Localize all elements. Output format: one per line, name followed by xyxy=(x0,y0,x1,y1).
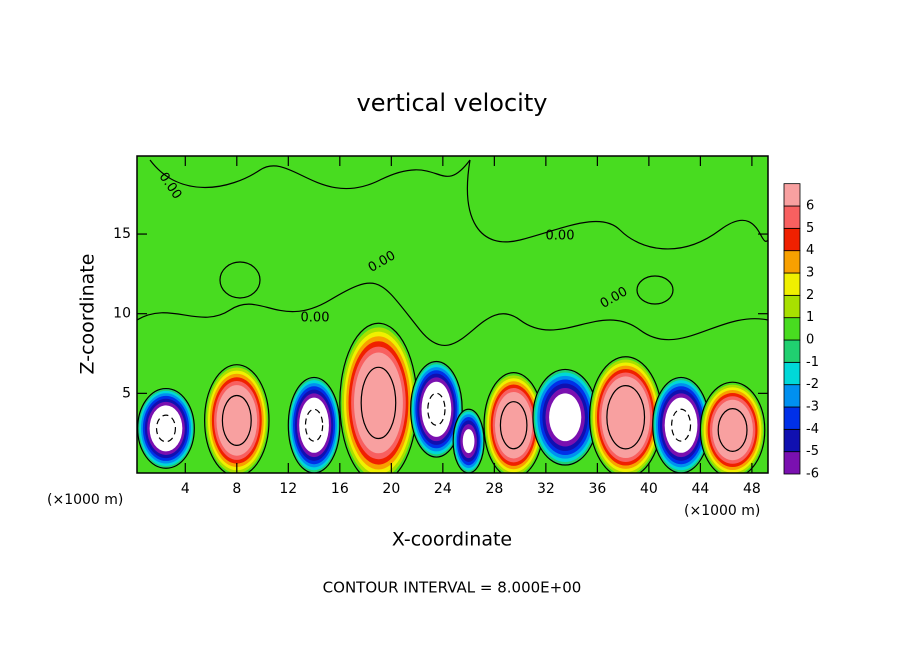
colorbar-swatch xyxy=(783,250,801,274)
colorbar-label: -4 xyxy=(806,422,819,437)
colorbar-swatch xyxy=(783,183,801,207)
x-tick-label: 24 xyxy=(434,481,452,497)
contour-line xyxy=(499,401,528,450)
colorbar-label: -1 xyxy=(806,355,819,370)
cell-level xyxy=(664,397,698,453)
cell-level xyxy=(601,376,651,459)
x-tick-label: 44 xyxy=(691,481,709,497)
contour-label: 0.00 xyxy=(546,229,575,244)
cell-level xyxy=(549,393,582,442)
x-tick-label: 8 xyxy=(232,481,241,497)
colorbar-swatch xyxy=(783,317,801,341)
contour-line xyxy=(427,392,446,426)
colorbar-swatch xyxy=(783,272,801,296)
contour-line xyxy=(466,159,768,250)
y-axis-label: Z-coordinate xyxy=(77,254,99,375)
colorbar-label: 5 xyxy=(806,221,814,236)
colorbar-label: 4 xyxy=(806,243,814,258)
cell-level xyxy=(299,397,329,453)
colorbar-swatch xyxy=(783,451,801,475)
contour-line xyxy=(636,275,674,305)
zero-contours xyxy=(137,159,768,346)
colorbar-swatch xyxy=(783,428,801,453)
colorbar-swatch xyxy=(783,406,801,430)
x-tick-label: 32 xyxy=(537,481,555,497)
x-tick-label: 36 xyxy=(588,481,606,497)
contour-line xyxy=(671,408,692,442)
plot-frame xyxy=(136,155,769,474)
colorbar-label: -5 xyxy=(806,444,819,459)
contour-line xyxy=(304,408,324,442)
colorbar-label: -6 xyxy=(806,467,819,482)
colorbar-swatch xyxy=(783,361,801,386)
colorbar-swatch xyxy=(783,339,801,363)
cell-level xyxy=(421,381,452,437)
x-tick-label: 20 xyxy=(382,481,400,497)
colorbar-swatch xyxy=(783,227,801,252)
contour-line xyxy=(221,394,252,446)
contour-line xyxy=(717,408,748,452)
x-unit-label: (×1000 m) xyxy=(47,492,123,508)
field xyxy=(137,156,768,473)
x-tick-label: 28 xyxy=(485,481,503,497)
contour-line xyxy=(155,414,177,443)
x-tick-label: 12 xyxy=(279,481,297,497)
colorbar-swatch xyxy=(783,205,801,229)
y-tick-label: 10 xyxy=(113,306,131,322)
colorbar-label: -2 xyxy=(806,377,819,392)
contour-line xyxy=(360,366,397,440)
contour-interval: CONTOUR INTERVAL = 8.000E+00 xyxy=(323,579,582,597)
colorbar-label: 3 xyxy=(806,266,814,281)
x-tick-label: 4 xyxy=(181,481,190,497)
y-tick-label: 5 xyxy=(122,385,131,401)
y-tick-label: 15 xyxy=(113,226,131,242)
chart-title: vertical velocity xyxy=(357,89,548,117)
x-unit-label: (×1000 m) xyxy=(684,503,760,519)
contour-line xyxy=(606,385,646,450)
contour-label: 0.00 xyxy=(301,311,330,326)
contour-line xyxy=(219,261,261,299)
contour-line xyxy=(137,282,768,346)
colorbar-label: 2 xyxy=(806,288,814,303)
contour-line xyxy=(149,159,471,190)
colorbar-swatch xyxy=(783,384,801,408)
cell-level xyxy=(149,405,183,452)
x-tick-label: 16 xyxy=(331,481,349,497)
x-tick-label: 40 xyxy=(640,481,658,497)
colorbar-label: -3 xyxy=(806,400,819,415)
colorbar-swatch xyxy=(783,294,801,319)
colorbar-label: 1 xyxy=(806,310,814,325)
cell-level xyxy=(462,429,475,454)
x-tick-label: 48 xyxy=(743,481,761,497)
colorbar-label: 6 xyxy=(806,199,814,214)
x-axis-label: X-coordinate xyxy=(392,529,512,551)
colorbar-label: 0 xyxy=(806,333,814,348)
